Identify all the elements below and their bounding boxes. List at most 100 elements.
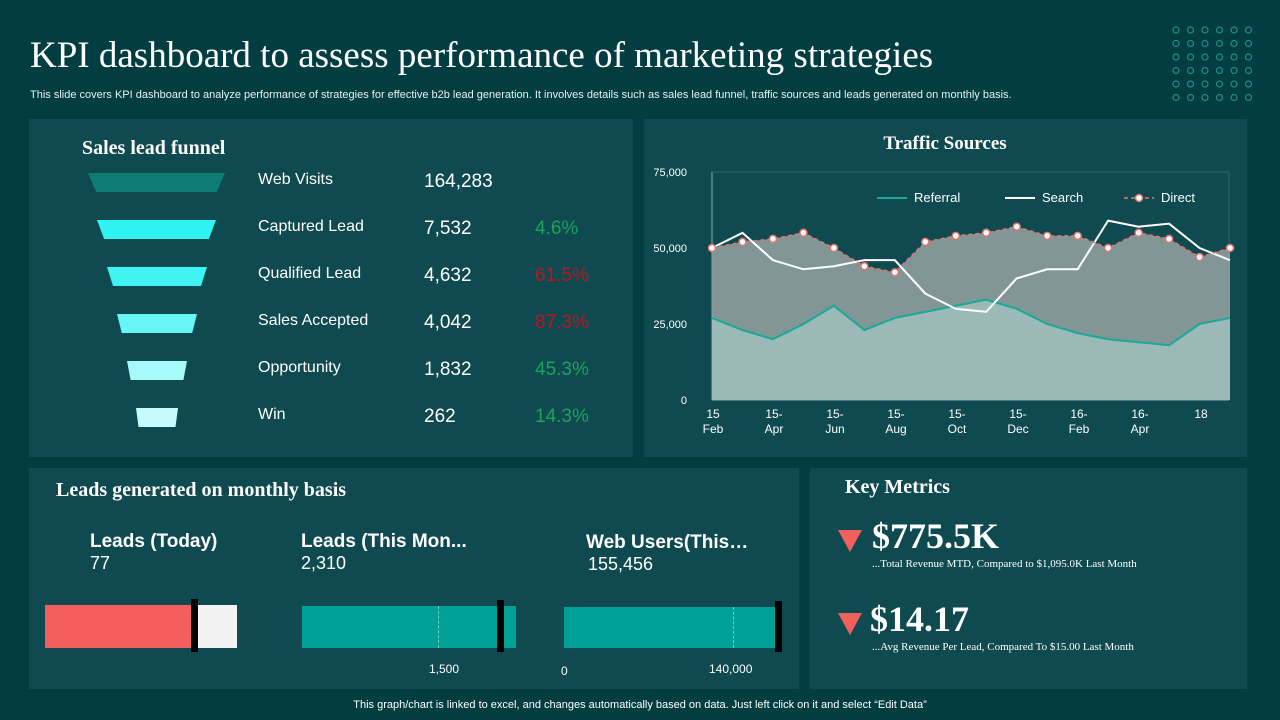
decorative-dot <box>1186 53 1195 61</box>
funnel-stage-row: Qualified Lead 4,632 61.5% <box>29 263 633 293</box>
decorative-dot <box>1230 53 1238 61</box>
x-tick-label: Jun <box>825 422 844 436</box>
decorative-dot <box>1172 39 1180 48</box>
decorative-dot <box>1230 93 1238 102</box>
x-tick-label: Feb <box>1069 422 1090 436</box>
funnel-stage-value: 4,632 <box>424 265 472 286</box>
x-tick-label: Feb <box>703 422 724 436</box>
decorative-dot <box>1172 26 1180 34</box>
lead-gauge <box>302 600 516 652</box>
traffic-sources-panel: Traffic Sources 0 25,000 50,000 75,000 15 Feb 1… <box>644 119 1247 457</box>
y-tick-label: 75,000 <box>653 167 687 179</box>
decorative-dot <box>1244 39 1253 48</box>
traffic-sources-chart: Traffic Sources025,00050,00075,00015Feb1… <box>653 133 1235 436</box>
funnel-stage-row: Opportunity 1,832 45.3% <box>29 357 633 387</box>
decorative-dot <box>1215 93 1224 102</box>
search-line <box>711 219 1231 313</box>
legend-label: Search <box>1042 190 1083 205</box>
direct-point <box>1225 243 1235 253</box>
direct-point <box>1012 222 1021 231</box>
metric-value: $775.5K <box>872 516 1000 556</box>
decorative-dot <box>1201 80 1209 88</box>
funnel-bar <box>97 220 216 239</box>
decorative-dot <box>1215 66 1224 75</box>
funnel-stage-row: Sales Accepted 4,042 87.3% <box>29 310 633 340</box>
direct-point <box>1103 243 1113 253</box>
legend-label: Referral <box>914 190 960 205</box>
decorative-dot <box>1215 80 1224 88</box>
decorative-dot <box>1186 66 1195 75</box>
direct-point <box>707 243 717 253</box>
funnel-stage-row: Web Visits 164,283 <box>29 169 633 199</box>
funnel-stage-conversion: 14.3% <box>535 406 589 427</box>
direct-point <box>768 234 778 244</box>
x-tick-label: 15- <box>948 407 965 421</box>
lead-value: 155,456 <box>588 554 654 574</box>
funnel-stage-value: 262 <box>424 406 456 427</box>
decorative-dot <box>1215 26 1224 34</box>
decorative-dot <box>1186 80 1195 88</box>
gauge-gridline <box>733 607 734 648</box>
direct-point <box>738 237 747 247</box>
direct-point <box>890 268 900 277</box>
funnel-stage-label: Sales Accepted <box>258 312 369 329</box>
decorative-dot <box>1244 26 1253 34</box>
decorative-dot <box>1215 39 1224 48</box>
chart-title: Traffic Sources <box>883 133 1006 154</box>
footer-note: This graph/chart is linked to excel, and… <box>353 699 927 711</box>
funnel-stage-label: Opportunity <box>258 359 341 376</box>
down-arrow-icon <box>838 613 862 635</box>
funnel-bar <box>107 267 207 286</box>
direct-point <box>951 231 961 241</box>
y-tick-label: 50,000 <box>653 243 687 255</box>
x-tick-label: Oct <box>948 422 967 436</box>
decorative-dot <box>1201 53 1209 61</box>
decorative-dot <box>1230 80 1238 88</box>
x-tick-label: 15- <box>826 407 843 421</box>
decorative-dot <box>1186 93 1195 102</box>
gauge-target-marker <box>497 600 505 652</box>
decorative-dot <box>1230 39 1238 48</box>
funnel-stage-row: Win 262 14.3% <box>29 404 633 434</box>
y-tick-label: 25,000 <box>653 319 687 331</box>
decorative-dot <box>1244 53 1253 61</box>
x-tick-label: 15- <box>1009 407 1026 421</box>
funnel-bar <box>127 361 187 380</box>
gauge-tick-label: 1,500 <box>429 662 460 676</box>
funnel-bar <box>117 314 197 333</box>
page-subtitle: This slide covers KPI dashboard to analy… <box>30 89 1012 101</box>
funnel-stage-conversion: 61.5% <box>535 265 589 286</box>
decorative-dot <box>1230 66 1238 75</box>
x-tick-label: 16- <box>1070 407 1087 421</box>
funnel-stage-conversion: 45.3% <box>535 359 589 380</box>
direct-point <box>799 228 808 238</box>
direct-point <box>981 228 991 238</box>
direct-point <box>1195 252 1204 262</box>
sales-lead-funnel-panel: Sales lead funnel Web Visits 164,283 Captu… <box>29 119 633 457</box>
legend-label: Direct <box>1161 190 1195 205</box>
direct-line <box>711 225 1231 274</box>
x-tick-label: Apr <box>1131 422 1150 436</box>
decorative-dot <box>1201 26 1209 34</box>
gauge-tick-label: 0 <box>561 664 568 678</box>
lead-gauge <box>564 601 782 652</box>
metric-description: ...Total Revenue MTD, Compared to $1,095… <box>872 558 1137 570</box>
direct-point <box>1134 228 1143 238</box>
metrics-title: Key Metrics <box>845 476 950 498</box>
down-arrow-icon <box>838 530 862 552</box>
decorative-dot <box>1172 93 1180 102</box>
referral-line <box>711 298 1231 347</box>
metric-description: ...Avg Revenue Per Lead, Compared To $15… <box>872 641 1134 653</box>
direct-point <box>860 261 869 271</box>
lead-label: Leads (This Mon... <box>301 531 467 552</box>
direct-point <box>1073 231 1082 241</box>
gauge-gridline <box>438 606 439 648</box>
lead-value: 77 <box>90 553 111 573</box>
direct-point <box>921 237 930 247</box>
x-tick-label: 15- <box>765 407 782 421</box>
decorative-dot <box>1215 53 1224 61</box>
funnel-stage-label: Win <box>258 406 286 423</box>
funnel-stage-value: 4,042 <box>424 312 472 333</box>
funnel-stage-value: 7,532 <box>424 218 472 239</box>
gauge-fill <box>302 606 499 648</box>
